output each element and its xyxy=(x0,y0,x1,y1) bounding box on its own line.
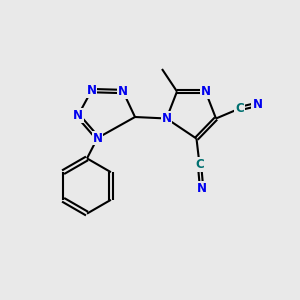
Text: N: N xyxy=(86,84,97,97)
Text: N: N xyxy=(200,85,211,98)
Text: N: N xyxy=(252,98,262,111)
Text: C: C xyxy=(195,158,204,171)
Text: N: N xyxy=(73,109,83,122)
Text: C: C xyxy=(235,102,244,115)
Text: N: N xyxy=(196,182,207,195)
Text: N: N xyxy=(118,85,128,98)
Text: N: N xyxy=(92,131,103,145)
Text: N: N xyxy=(161,112,172,125)
